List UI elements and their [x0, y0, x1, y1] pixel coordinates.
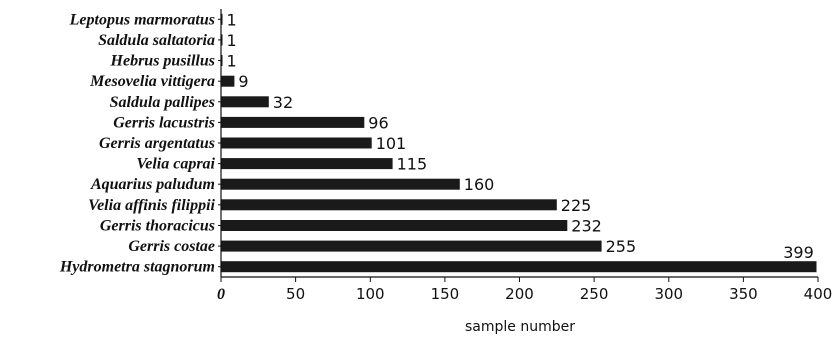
value-label: 32 — [273, 93, 293, 112]
x-tick-label: 350 — [729, 285, 758, 303]
bars-layer — [221, 13, 817, 273]
value-label: 1 — [227, 10, 237, 29]
category-label: Velia affinis filippii — [88, 197, 215, 214]
x-tick-label: 150 — [431, 285, 460, 303]
category-label: Gerris costae — [128, 238, 215, 255]
category-label: Saldula pallipes — [110, 94, 215, 111]
category-label: Velia caprai — [136, 156, 215, 173]
value-label: 1 — [227, 31, 237, 50]
bar — [221, 34, 223, 46]
value-label: 225 — [561, 196, 592, 215]
value-label: 96 — [368, 113, 388, 132]
category-label: Gerris lacustris — [113, 114, 215, 131]
value-label: 399 — [783, 243, 814, 262]
category-label: Hydrometra stagnorum — [59, 259, 215, 276]
bar — [221, 55, 223, 66]
x-axis: 0 50 100 150 200 250 300 350 400 — [217, 9, 832, 303]
bar — [221, 199, 557, 211]
value-label: 115 — [397, 155, 428, 174]
bar — [221, 13, 223, 25]
x-tick-label: 200 — [505, 285, 534, 303]
x-tick-label: 250 — [580, 285, 609, 303]
category-label: Gerris argentatus — [99, 135, 215, 152]
bar — [221, 96, 269, 108]
x-tick-label: 300 — [654, 285, 683, 303]
bar — [221, 116, 365, 128]
bar — [221, 178, 460, 190]
category-label: Hebrus pusillus — [110, 53, 215, 70]
value-label: 1 — [227, 52, 237, 71]
value-label: 232 — [571, 217, 602, 236]
bar — [221, 137, 372, 149]
x-tick-label: 100 — [356, 285, 385, 303]
category-label: Leptopus marmoratus — [69, 11, 215, 28]
category-labels: Leptopus marmoratus Saldula saltatoria Heb… — [59, 11, 216, 275]
category-label: Aquarius paludum — [90, 176, 215, 193]
bar — [221, 220, 568, 231]
category-label: Saldula saltatoria — [98, 32, 215, 49]
bar — [221, 240, 602, 252]
x-tick-label: 0 — [217, 286, 225, 303]
bar — [221, 75, 235, 87]
category-label: Mesovelia vittigera — [89, 73, 215, 90]
x-tick-label: 50 — [286, 285, 305, 303]
category-label: Gerris thoracicus — [100, 218, 215, 235]
value-label: 101 — [376, 134, 407, 153]
bar — [221, 158, 393, 170]
bar — [221, 261, 817, 273]
x-tick-label: 400 — [804, 285, 833, 303]
x-axis-title: sample number — [465, 319, 575, 335]
value-label: 9 — [238, 72, 248, 91]
value-label: 255 — [606, 237, 637, 256]
value-label: 160 — [464, 175, 495, 194]
